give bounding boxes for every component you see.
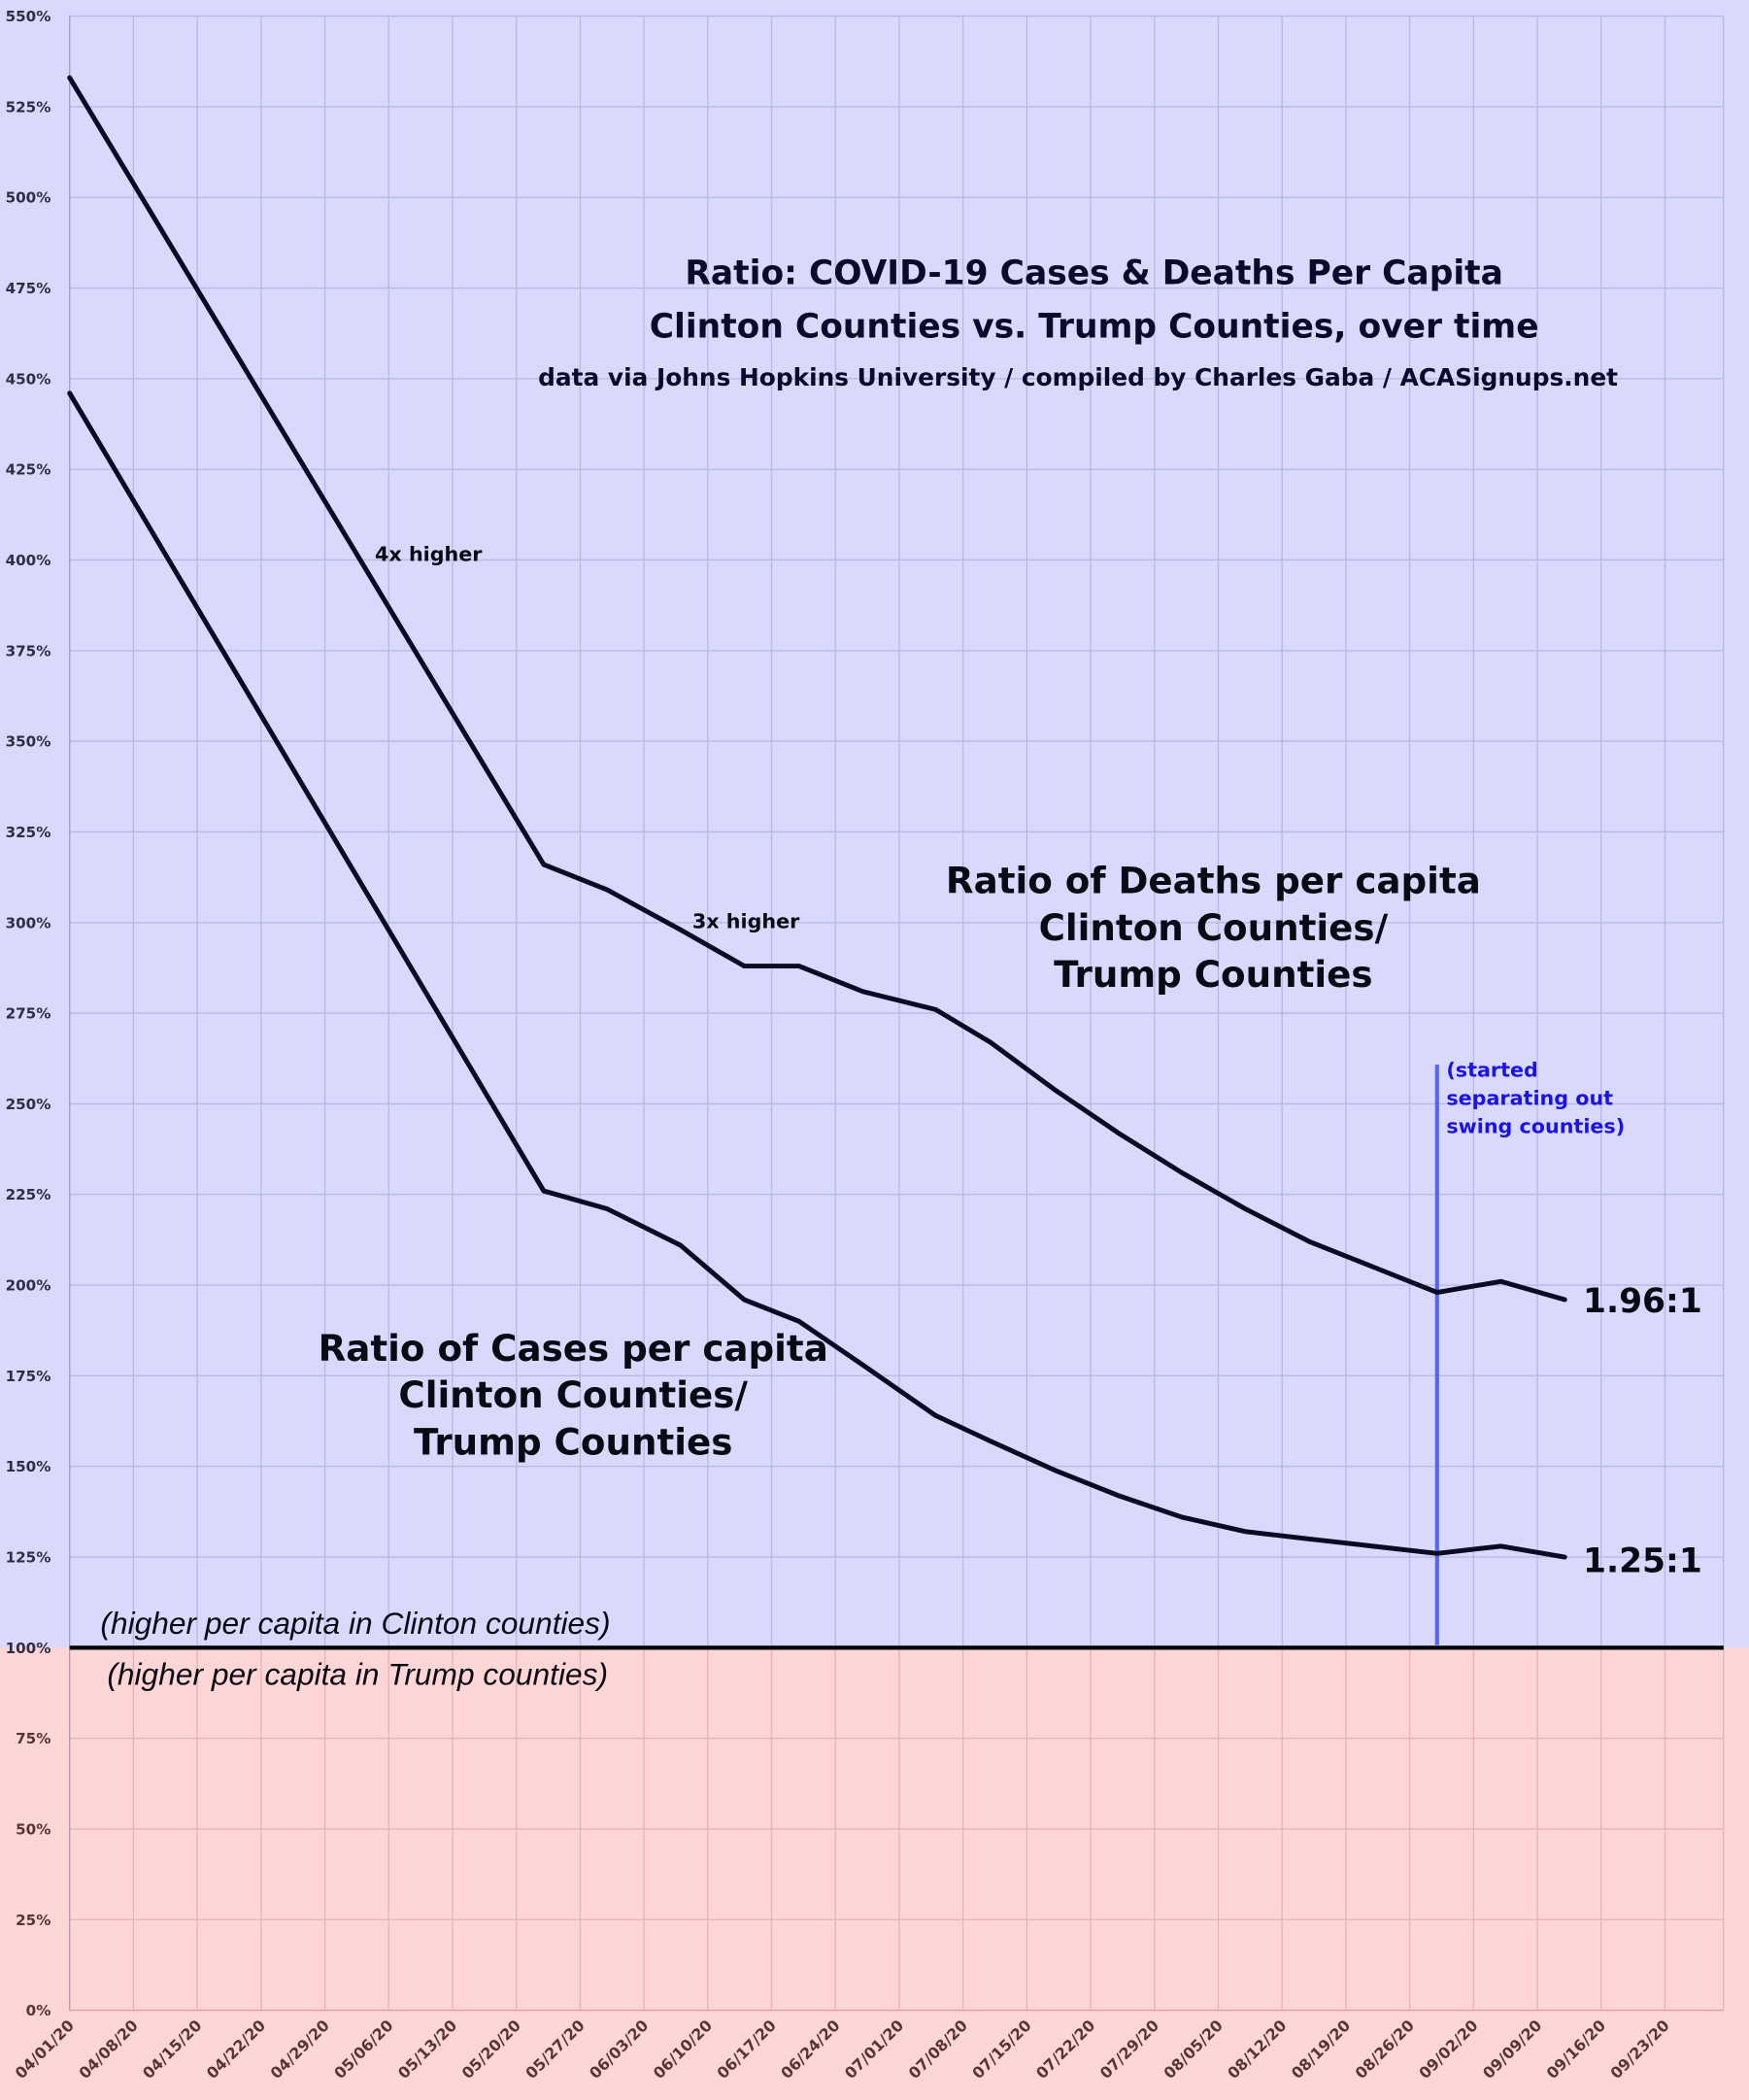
chart-subtitle: data via Johns Hopkins University / comp…	[538, 363, 1618, 391]
y-tick-label: 500%	[6, 189, 51, 207]
cases-series-label-3: Trump Counties	[414, 1420, 732, 1463]
cases-series-label-2: Clinton Counties/	[398, 1373, 748, 1416]
y-tick-label: 25%	[16, 1912, 50, 1929]
y-tick-label: 475%	[6, 280, 51, 297]
y-tick-label: 50%	[16, 1820, 50, 1838]
annotation-4x-higher: 4x higher	[375, 543, 483, 566]
y-tick-label: 225%	[6, 1186, 51, 1203]
y-tick-label: 100%	[6, 1640, 51, 1657]
deaths-end-value-label: 1.96:1	[1583, 1282, 1702, 1321]
y-tick-label: 350%	[6, 733, 51, 751]
y-tick-label: 125%	[6, 1549, 51, 1567]
swing-note-line-2: separating out	[1446, 1087, 1613, 1110]
series-lines	[67, 75, 1567, 1560]
y-tick-label: 250%	[6, 1096, 51, 1113]
deaths-series-label-1: Ratio of Deaths per capita	[946, 860, 1481, 902]
y-tick-label: 550%	[6, 8, 51, 25]
y-tick-label: 300%	[6, 914, 51, 931]
cases-end-value-label: 1.25:1	[1583, 1542, 1702, 1581]
y-tick-label: 400%	[6, 552, 51, 569]
below-baseline-note: (higher per capita in Trump counties)	[107, 1657, 608, 1692]
y-axis-ticks: 0% 25% 50% 75% 100% 125% 150% 175% 200% 225% 250% 2…	[6, 8, 51, 2019]
deaths-ratio-line	[67, 75, 1567, 1303]
y-tick-label: 175%	[6, 1368, 51, 1385]
y-tick-label: 75%	[16, 1730, 50, 1747]
swing-note-line-3: swing counties)	[1446, 1114, 1625, 1137]
gridlines	[69, 15, 1725, 2012]
below-baseline-background	[0, 1646, 1749, 2100]
y-tick-label: 450%	[6, 370, 51, 388]
cases-series-label-1: Ratio of Cases per capita	[319, 1327, 828, 1370]
y-tick-label: 275%	[6, 1005, 51, 1023]
y-tick-label: 375%	[6, 642, 51, 660]
deaths-series-label-3: Trump Counties	[1054, 953, 1372, 996]
y-tick-label: 525%	[6, 98, 51, 116]
y-tick-label: 0%	[26, 2002, 51, 2019]
annotation-3x-higher: 3x higher	[692, 910, 800, 933]
y-tick-label: 150%	[6, 1458, 51, 1475]
chart-title-line-1: Ratio: COVID-19 Cases & Deaths Per Capit…	[685, 254, 1503, 292]
swing-note-line-1: (started	[1446, 1059, 1537, 1082]
cases-ratio-line	[67, 390, 1567, 1560]
chart-title-line-2: Clinton Counties vs. Trump Counties, ove…	[650, 307, 1539, 346]
y-tick-label: 425%	[6, 461, 51, 479]
above-baseline-note: (higher per capita in Clinton counties)	[100, 1606, 610, 1641]
y-tick-label: 200%	[6, 1277, 51, 1295]
deaths-series-label-2: Clinton Counties/	[1039, 906, 1389, 949]
above-baseline-background	[0, 0, 1749, 1647]
y-tick-label: 325%	[6, 824, 51, 841]
